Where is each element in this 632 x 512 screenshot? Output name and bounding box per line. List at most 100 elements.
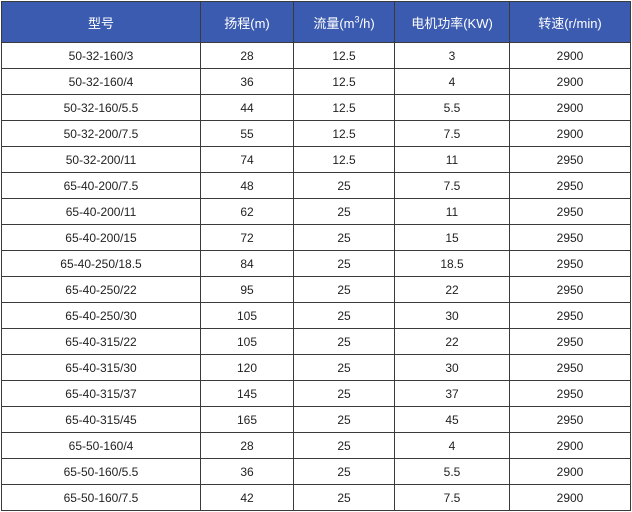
cell-flow: 25 bbox=[293, 432, 395, 459]
cell-model: 65-40-250/18.5 bbox=[1, 250, 201, 277]
cell-speed: 2900 bbox=[509, 68, 631, 95]
cell-speed: 2900 bbox=[509, 432, 631, 459]
cell-model: 50-32-160/3 bbox=[1, 42, 201, 69]
cell-flow: 12.5 bbox=[293, 94, 395, 121]
cell-model: 65-40-315/22 bbox=[1, 328, 201, 355]
cell-speed: 2900 bbox=[509, 94, 631, 121]
cell-model: 50-32-200/11 bbox=[1, 146, 201, 173]
cell-power: 22 bbox=[394, 328, 510, 355]
cell-speed: 2950 bbox=[509, 406, 631, 433]
header-flow-sup: 3 bbox=[354, 14, 360, 25]
table-row: 65-40-250/22 95 25 22 2950 bbox=[1, 276, 631, 303]
cell-model: 65-40-200/15 bbox=[1, 224, 201, 251]
cell-head: 165 bbox=[200, 406, 294, 433]
cell-model: 65-50-160/5.5 bbox=[1, 458, 201, 485]
table-row: 65-50-160/4 28 25 4 2900 bbox=[1, 432, 631, 459]
cell-speed: 2950 bbox=[509, 250, 631, 277]
cell-power: 4 bbox=[394, 432, 510, 459]
cell-head: 84 bbox=[200, 250, 294, 277]
table-row: 65-40-200/11 62 25 11 2950 bbox=[1, 198, 631, 225]
cell-speed: 2950 bbox=[509, 380, 631, 407]
cell-speed: 2950 bbox=[509, 276, 631, 303]
cell-flow: 25 bbox=[293, 224, 395, 251]
cell-flow: 25 bbox=[293, 328, 395, 355]
cell-flow: 12.5 bbox=[293, 68, 395, 95]
cell-head: 145 bbox=[200, 380, 294, 407]
table-row: 65-50-160/5.5 36 25 5.5 2900 bbox=[1, 458, 631, 485]
cell-model: 50-32-160/5.5 bbox=[1, 94, 201, 121]
cell-head: 62 bbox=[200, 198, 294, 225]
cell-power: 3 bbox=[394, 42, 510, 69]
cell-power: 11 bbox=[394, 146, 510, 173]
table-row: 50-32-200/7.5 55 12.5 7.5 2900 bbox=[1, 120, 631, 147]
cell-power: 45 bbox=[394, 406, 510, 433]
cell-model: 65-40-315/37 bbox=[1, 380, 201, 407]
cell-flow: 25 bbox=[293, 198, 395, 225]
cell-power: 15 bbox=[394, 224, 510, 251]
cell-model: 65-40-250/30 bbox=[1, 302, 201, 329]
cell-flow: 25 bbox=[293, 172, 395, 199]
cell-flow: 12.5 bbox=[293, 42, 395, 69]
cell-power: 22 bbox=[394, 276, 510, 303]
cell-head: 44 bbox=[200, 94, 294, 121]
cell-power: 11 bbox=[394, 198, 510, 225]
cell-head: 36 bbox=[200, 458, 294, 485]
cell-flow: 25 bbox=[293, 484, 395, 511]
table-row: 65-50-160/7.5 42 25 7.5 2900 bbox=[1, 484, 631, 511]
table-row: 65-40-315/30 120 25 30 2950 bbox=[1, 354, 631, 381]
cell-model: 50-32-200/7.5 bbox=[1, 120, 201, 147]
cell-head: 42 bbox=[200, 484, 294, 511]
header-flow-prefix: 流量(m bbox=[313, 15, 355, 31]
cell-speed: 2950 bbox=[509, 302, 631, 329]
cell-power: 30 bbox=[394, 302, 510, 329]
cell-flow: 25 bbox=[293, 250, 395, 277]
header-model: 型号 bbox=[1, 1, 201, 43]
header-flow: 流量(m3/h) bbox=[293, 1, 395, 43]
cell-speed: 2950 bbox=[509, 172, 631, 199]
cell-head: 105 bbox=[200, 328, 294, 355]
cell-model: 65-40-315/30 bbox=[1, 354, 201, 381]
header-flow-suffix: /h) bbox=[359, 15, 375, 31]
cell-power: 5.5 bbox=[394, 458, 510, 485]
table-row: 65-40-200/15 72 25 15 2950 bbox=[1, 224, 631, 251]
cell-model: 65-50-160/7.5 bbox=[1, 484, 201, 511]
cell-speed: 2900 bbox=[509, 458, 631, 485]
table-row: 65-40-250/30 105 25 30 2950 bbox=[1, 302, 631, 329]
header-speed: 转速(r/min) bbox=[509, 1, 631, 43]
table-row: 65-40-315/45 165 25 45 2950 bbox=[1, 406, 631, 433]
cell-flow: 25 bbox=[293, 458, 395, 485]
cell-flow: 25 bbox=[293, 380, 395, 407]
cell-speed: 2950 bbox=[509, 354, 631, 381]
cell-speed: 2950 bbox=[509, 146, 631, 173]
table-row: 65-40-315/37 145 25 37 2950 bbox=[1, 380, 631, 407]
cell-head: 55 bbox=[200, 120, 294, 147]
cell-flow: 12.5 bbox=[293, 146, 395, 173]
cell-speed: 2900 bbox=[509, 484, 631, 511]
cell-power: 7.5 bbox=[394, 172, 510, 199]
table-row: 50-32-160/5.5 44 12.5 5.5 2900 bbox=[1, 94, 631, 121]
cell-speed: 2950 bbox=[509, 328, 631, 355]
cell-power: 37 bbox=[394, 380, 510, 407]
table-row: 50-32-200/11 74 12.5 11 2950 bbox=[1, 146, 631, 173]
cell-head: 28 bbox=[200, 432, 294, 459]
cell-head: 120 bbox=[200, 354, 294, 381]
table-row: 50-32-160/4 36 12.5 4 2900 bbox=[1, 68, 631, 95]
cell-head: 95 bbox=[200, 276, 294, 303]
cell-speed: 2950 bbox=[509, 198, 631, 225]
cell-power: 7.5 bbox=[394, 120, 510, 147]
header-head: 扬程(m) bbox=[200, 1, 294, 43]
cell-power: 5.5 bbox=[394, 94, 510, 121]
cell-speed: 2900 bbox=[509, 42, 631, 69]
header-row: 型号 扬程(m) 流量(m3/h) 电机功率(KW) 转速(r/min) bbox=[1, 1, 631, 43]
cell-model: 65-50-160/4 bbox=[1, 432, 201, 459]
table-row: 65-40-200/7.5 48 25 7.5 2950 bbox=[1, 172, 631, 199]
cell-head: 28 bbox=[200, 42, 294, 69]
cell-power: 7.5 bbox=[394, 484, 510, 511]
cell-head: 36 bbox=[200, 68, 294, 95]
cell-flow: 25 bbox=[293, 354, 395, 381]
table-row: 50-32-160/3 28 12.5 3 2900 bbox=[1, 42, 631, 69]
cell-head: 48 bbox=[200, 172, 294, 199]
table-row: 65-40-315/22 105 25 22 2950 bbox=[1, 328, 631, 355]
cell-power: 4 bbox=[394, 68, 510, 95]
